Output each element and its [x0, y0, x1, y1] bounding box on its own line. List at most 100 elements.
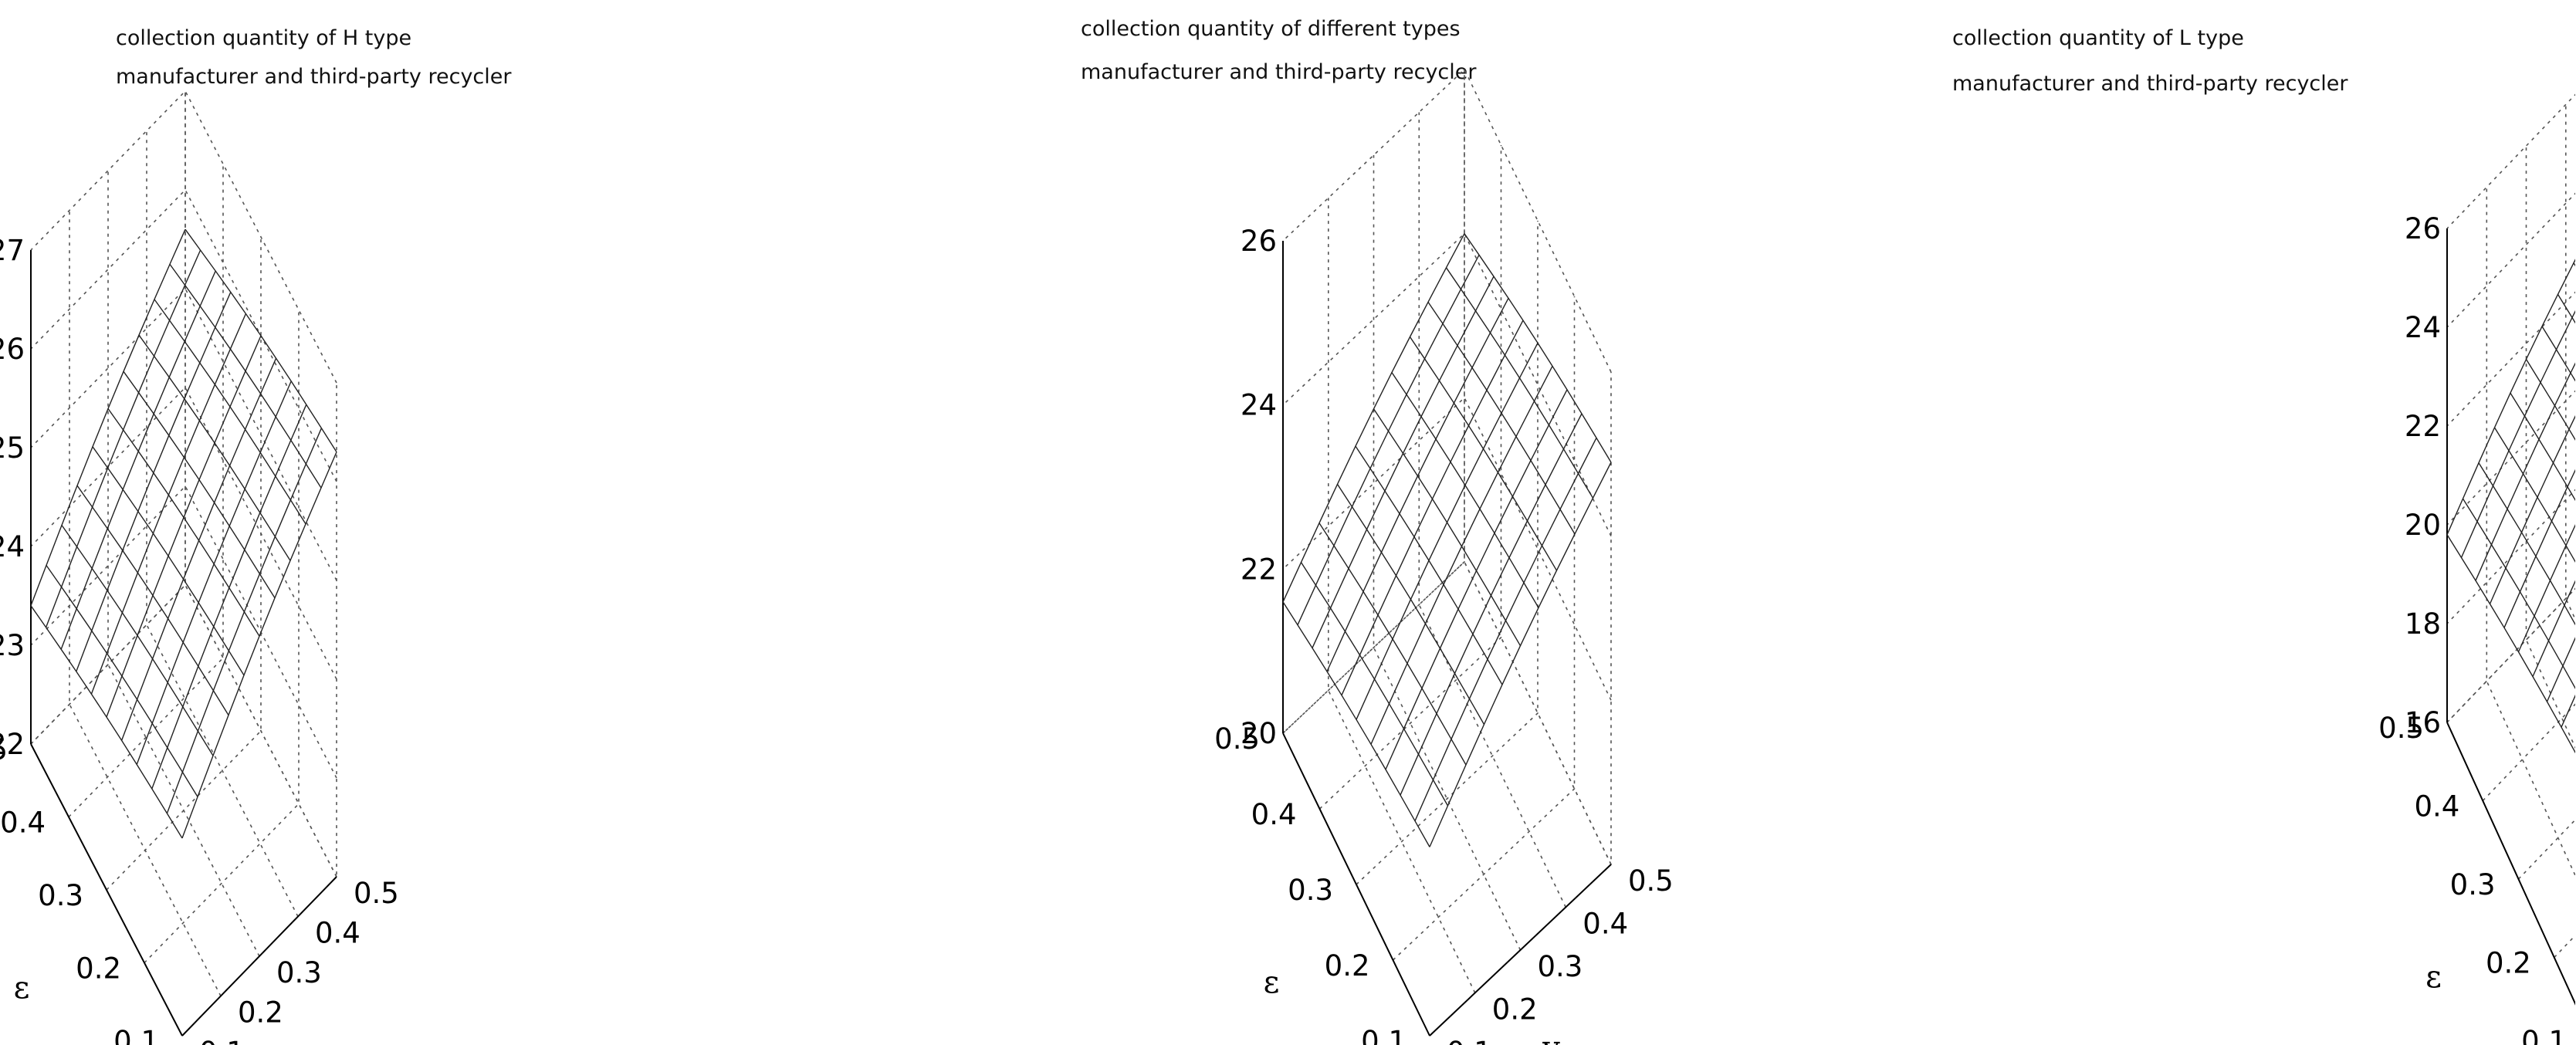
axis-line [2446, 722, 2575, 1006]
surface-mesh [30, 228, 337, 839]
mesh-line [106, 335, 262, 718]
y-tick-label: 0.4 [315, 917, 361, 950]
gridline [2446, 489, 2575, 624]
surface-plot: 0.10.20.30.40.50.10.20.30.40.520222426εv [1214, 68, 1674, 1045]
mesh-line [1373, 408, 1522, 647]
gridline [107, 171, 260, 957]
z-tick-label: 24 [1241, 389, 1277, 422]
x-axis-label: ε [2425, 959, 2442, 995]
y-tick-label: 0.2 [238, 996, 283, 1030]
gridline [1418, 112, 1567, 908]
gridline [1318, 145, 1502, 810]
gridline [2446, 587, 2575, 723]
gridline [69, 210, 222, 996]
x-tick-label: 0.5 [0, 733, 8, 766]
gridline [2554, 934, 2575, 959]
x-tick-label: 0.5 [2378, 712, 2424, 745]
gridline [30, 583, 337, 878]
x-axis-label: ε [1264, 965, 1280, 1000]
surface-plot: 0.10.20.30.40.50.10.20.30.40.52223242526… [0, 90, 399, 1045]
x-tick-label: 0.4 [2414, 790, 2459, 823]
z-tick-label: 16 [2405, 706, 2441, 739]
z-tick-label: 18 [2405, 607, 2441, 641]
chart-title-line-2: manufacturer and third-party recycler [1081, 60, 1477, 84]
mesh-line [1445, 267, 1594, 499]
surface-chart-l-type: collection quantity of L type manufactur… [1717, 0, 2575, 1045]
z-tick-label: 26 [2405, 212, 2441, 245]
mesh-line [2446, 259, 2575, 536]
mesh-line [76, 292, 232, 672]
x-tick-label: 0.2 [76, 952, 121, 986]
y-tick-label: 0.5 [1628, 864, 1674, 898]
x-tick-label: 0.1 [113, 1025, 159, 1045]
mesh-line [2517, 524, 2575, 652]
mesh-line [76, 485, 229, 715]
mesh-line [107, 408, 260, 637]
axis-line [181, 876, 337, 1037]
z-tick-label: 20 [2405, 509, 2441, 542]
mesh-line [1385, 389, 1568, 770]
mesh-line [2493, 427, 2575, 563]
axes-frame [1282, 241, 1612, 1037]
surface-mesh [1282, 233, 1612, 847]
gridline [30, 485, 337, 779]
mesh-line [2446, 534, 2575, 754]
mesh-line [1341, 320, 1524, 696]
z-tick-label: 20 [1241, 717, 1277, 750]
surface-mesh [2446, 259, 2575, 754]
mesh-line [2478, 462, 2575, 626]
mesh-line [30, 228, 186, 607]
mesh-line [2462, 498, 2575, 689]
chart-title-line-2: manufacturer and third-party recycler [116, 65, 512, 89]
gridline [2525, 146, 2575, 749]
mesh-line [151, 404, 307, 790]
gridline [2517, 819, 2575, 880]
mesh-line [30, 605, 183, 839]
mesh-line [46, 565, 198, 797]
x-tick-label: 0.2 [2486, 947, 2531, 980]
mesh-line [2525, 359, 2575, 441]
x-tick-label: 0.2 [1325, 949, 1370, 982]
mesh-line [1409, 336, 1558, 571]
mesh-line [92, 446, 245, 676]
mesh-line [1297, 254, 1480, 625]
mesh-line [166, 428, 323, 814]
x-tick-label: 0.3 [2450, 868, 2496, 901]
gridline [2565, 104, 2575, 621]
chart-title-line-1: collection quantity of L type [1952, 26, 2244, 50]
z-tick-label: 26 [1241, 225, 1277, 258]
surface-chart-h-type: collection quantity of H type manufactur… [0, 0, 858, 1045]
z-tick-label: 24 [2405, 311, 2441, 344]
gridline [1282, 68, 1612, 373]
gridline [30, 188, 337, 482]
gridline [181, 383, 337, 1037]
chart-title-line-1: collection quantity of different types [1081, 17, 1461, 41]
x-axis-label: ε [14, 970, 30, 1006]
mesh-line [2541, 326, 2575, 382]
gridline [1282, 241, 1430, 1037]
axis-line [1282, 732, 1430, 1037]
gridline [30, 386, 337, 680]
mesh-line [61, 525, 214, 756]
mesh-line [154, 299, 306, 525]
mesh-line [2503, 468, 2575, 628]
mesh-line [169, 263, 322, 489]
gridline [2486, 187, 2575, 878]
mesh-line [2561, 694, 2575, 728]
gridline [2446, 93, 2575, 229]
gridline [30, 250, 183, 1037]
y-axis-label: v [1542, 1030, 1560, 1045]
gridline [1282, 396, 1612, 701]
y-tick-label: 0.2 [1492, 993, 1538, 1026]
x-tick-label: 0.4 [1251, 798, 1297, 831]
mesh-line [184, 228, 337, 452]
y-tick-label: 0.1 [199, 1036, 245, 1045]
z-tick-label: 27 [0, 234, 25, 267]
y-tick-label: 0.5 [354, 877, 399, 910]
axis-line [30, 743, 183, 1037]
z-tick-label: 25 [0, 431, 25, 465]
mesh-line [1300, 562, 1449, 807]
mesh-line [1427, 302, 1576, 535]
surface-plot: 0.10.20.30.40.50.10.20.30.40.51618202224… [2378, 93, 2575, 1045]
mesh-line [138, 334, 291, 561]
